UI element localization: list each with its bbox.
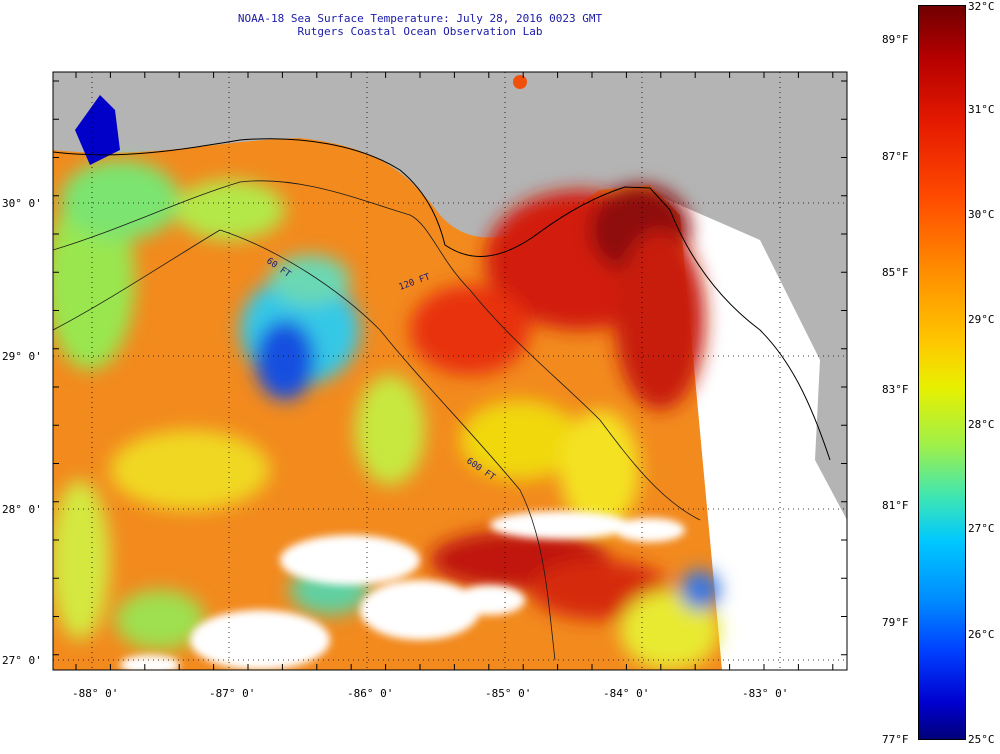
chart-subtitle: Rutgers Coastal Ocean Observation Lab [297,25,543,38]
colorbar-label-26c: 26°C [968,628,995,641]
colorbar-label-29c: 29°C [968,313,995,326]
colorbar-label-32c: 32°C [968,0,995,13]
colorbar-label-81f: 81°F [882,499,909,512]
colorbar-label-31c: 31°C [968,103,995,116]
colorbar-label-25c: 25°C [968,733,995,746]
lon-label-88: -88° 0' [72,687,119,700]
colorbar-label-27c: 27°C [968,522,995,535]
lat-label-30: 30° 0' [2,197,42,210]
coastline [53,138,831,461]
lon-label-85: -85° 0' [485,687,532,700]
colorbar-label-79f: 79°F [882,616,909,629]
colorbar-label-85f: 85°F [882,266,909,279]
colorbar-label-89f: 89°F [882,33,909,46]
isobath-600ft [53,229,556,661]
lon-label-86: -86° 0' [347,687,394,700]
colorbar-label-28c: 28°C [968,418,995,431]
map-frame [52,71,848,671]
sst-patches [53,160,720,670]
lon-label-87: -87° 0' [209,687,256,700]
colorbar-label-87f: 87°F [882,150,909,163]
colorbar-label-83f: 83°F [882,383,909,396]
lat-label-29: 29° 0' [2,350,42,363]
lat-label-28: 28° 0' [2,503,42,516]
cloud-mask [120,511,685,670]
inland-water-patch [513,75,527,89]
lon-label-83: -83° 0' [742,687,789,700]
lat-label-27: 27° 0' [2,654,42,667]
temperature-colorbar [918,5,966,740]
mobile-bay-water [75,95,120,165]
colorbar-label-77f: 77°F [882,733,909,746]
colorbar-label-30c: 30°C [968,208,995,221]
map-ticks [53,72,847,670]
isobath-60ft [53,180,701,521]
chart-title: NOAA-18 Sea Surface Temperature: July 28… [237,12,603,25]
lon-label-84: -84° 0' [603,687,650,700]
